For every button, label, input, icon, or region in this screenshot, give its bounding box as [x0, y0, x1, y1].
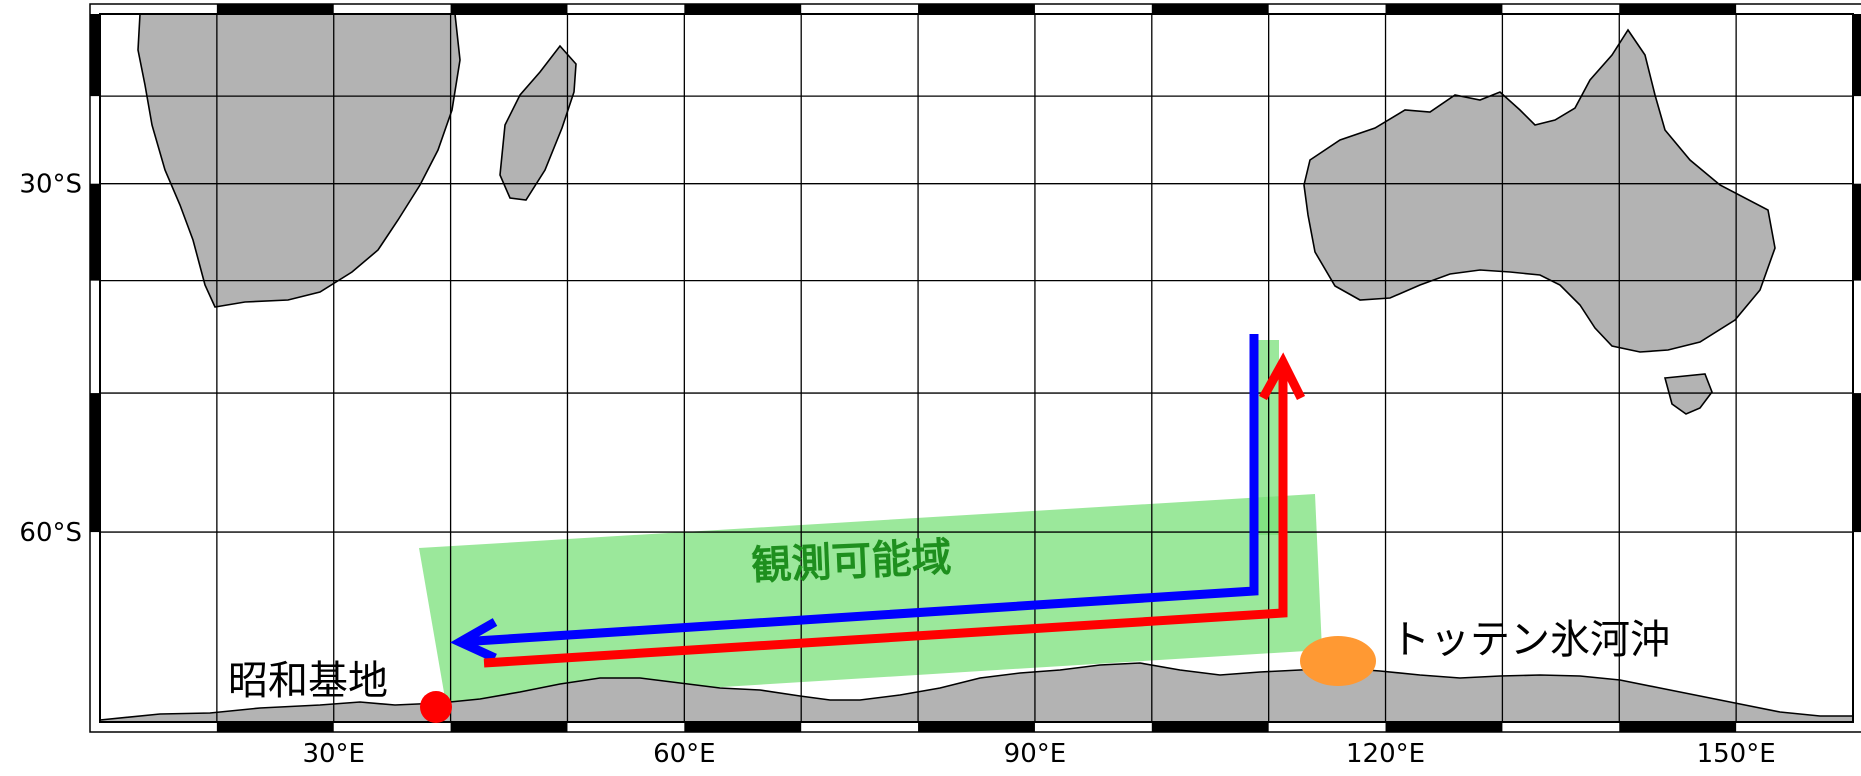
observable-region: [419, 340, 1322, 704]
frame-segment: [1853, 14, 1861, 97]
frame-segment: [1385, 4, 1503, 14]
routes: [450, 334, 1306, 668]
tasmania-landmass: [1663, 373, 1713, 415]
frame-segment: [918, 722, 1035, 732]
africa-landmass: [137, 13, 461, 308]
frame-segment: [1151, 722, 1269, 732]
graticule: [100, 14, 1853, 722]
markers: [420, 636, 1376, 723]
blue-arrowhead-icon: [450, 618, 498, 663]
frame-segment: [1853, 393, 1861, 533]
madagascar-landmass: [499, 44, 577, 201]
tick-labels: 30°E 60°E 90°E 120°E 150°E 30°S 60°S: [19, 170, 1775, 769]
frame-segment: [216, 4, 334, 14]
place-labels: 観測可能域 昭和基地 トッテン氷河沖: [228, 535, 1670, 704]
frame-segment: [1385, 722, 1503, 732]
land-masses: [99, 13, 1854, 723]
frame-segment: [918, 4, 1035, 14]
syowa-station-label: 昭和基地: [228, 658, 388, 704]
frame-segment: [1619, 4, 1737, 14]
map-frame: [89, 3, 1861, 733]
frame-segment: [1853, 183, 1861, 281]
x-tick-label: 60°E: [653, 739, 716, 769]
frame-segment: [450, 722, 568, 732]
red-arrowhead-icon: [1259, 352, 1306, 401]
totten-glacier-marker: [1300, 636, 1376, 686]
x-tick-label: 120°E: [1346, 739, 1425, 769]
frame-segment: [684, 4, 802, 14]
x-tick-label: 150°E: [1697, 739, 1776, 769]
frame-segment: [90, 393, 100, 533]
y-tick-label: 30°S: [19, 170, 82, 200]
syowa-station-marker: [420, 691, 452, 723]
frame-segment: [1151, 4, 1269, 14]
x-tick-label: 30°E: [302, 739, 365, 769]
red-route-line: [483, 362, 1288, 668]
x-tick-label: 90°E: [1004, 739, 1067, 769]
blue-route-line: [459, 334, 1259, 647]
y-tick-label: 60°S: [19, 518, 82, 548]
frame-segment: [1619, 722, 1737, 732]
observable-region-label: 観測可能域: [751, 535, 953, 590]
frame-segment: [90, 183, 100, 281]
australia-landmass: [1303, 28, 1776, 353]
totten-glacier-label: トッテン氷河沖: [1390, 617, 1670, 663]
frame-segment: [90, 14, 100, 97]
antarctica-landmass: [99, 662, 1854, 723]
frame-segment: [684, 722, 802, 732]
frame-segment: [450, 4, 568, 14]
frame-segment: [216, 722, 334, 732]
